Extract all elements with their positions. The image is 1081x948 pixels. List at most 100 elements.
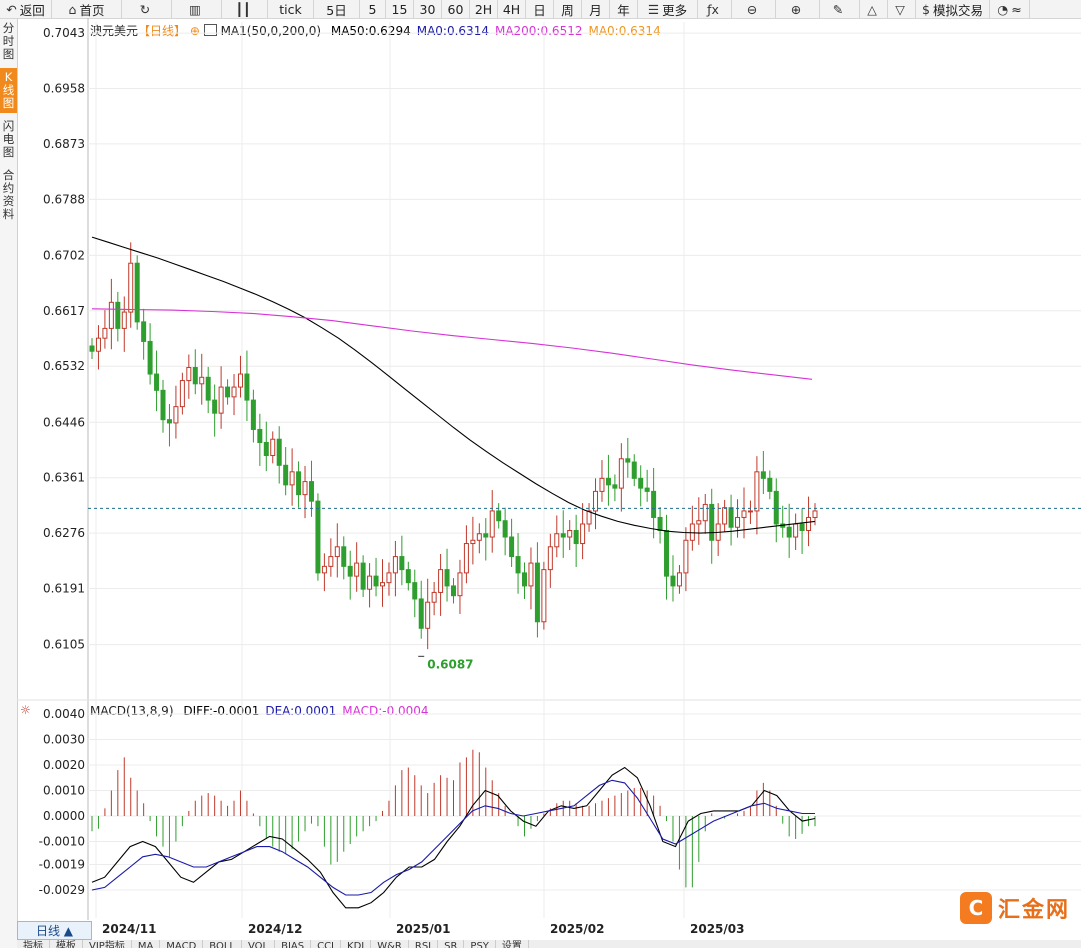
indicator-tab[interactable]: VIP指标	[83, 940, 132, 948]
sidebar-tab-3[interactable]: 合约资料	[2, 168, 15, 221]
candle-body	[483, 533, 489, 538]
y-tick-label: -0.0029	[39, 883, 85, 897]
candle-body	[670, 575, 676, 587]
macd-settings-icon[interactable]: ☼	[20, 703, 31, 717]
macd-label: MACD(13,8,9)	[90, 704, 174, 718]
candle-body	[463, 543, 469, 574]
candle-body	[95, 337, 101, 352]
toolbar-label: 更多	[662, 2, 688, 18]
sidebar-tab-1[interactable]: K线图	[0, 68, 17, 113]
period-button[interactable]: 日线 ▲	[17, 921, 92, 940]
candle-body	[760, 471, 766, 479]
toolbar-item-19[interactable]: ⊖	[732, 0, 776, 18]
candle-body	[302, 481, 308, 496]
toolbar-item-2[interactable]: ↻	[122, 0, 172, 18]
indicator-tab[interactable]: KDJ	[341, 940, 372, 948]
candle-body	[392, 556, 398, 574]
candle-body	[205, 376, 211, 401]
candle-body	[567, 530, 573, 538]
candle-body	[625, 458, 631, 463]
sidebar-tab-0[interactable]: 分时图	[2, 21, 15, 61]
candle-body	[696, 520, 702, 525]
toolbar-item-17[interactable]: ☰ 更多	[638, 0, 698, 18]
candle-body	[631, 461, 637, 479]
sidebar-tab-2[interactable]: 闪电图	[2, 119, 15, 159]
toolbar-item-16[interactable]: 年	[610, 0, 638, 18]
toolbar-item-9[interactable]: 30	[414, 0, 442, 18]
indicator-tab[interactable]: MA	[132, 940, 161, 948]
toolbar-item-25[interactable]: ◔ ≈	[990, 0, 1030, 18]
legend-value: DIFF:-0.0001	[183, 704, 260, 718]
candle-body	[412, 582, 418, 600]
candle-body	[289, 471, 295, 486]
y-tick-label: 0.0030	[43, 733, 85, 747]
candle-body	[321, 565, 327, 574]
candle-body	[793, 523, 799, 538]
y-tick-label: 0.6788	[43, 192, 85, 206]
indicator-tab[interactable]: 设置	[496, 940, 529, 948]
toolbar-label: 5	[368, 1, 377, 17]
main-legend: 澳元美元【日线】 ⊕ MA1(50,0,200,0) MA50:0.6294 MA…	[90, 22, 661, 39]
toolbar-item-10[interactable]: 60	[442, 0, 470, 18]
indicator-tab[interactable]: MACD	[160, 940, 204, 948]
candle-body	[102, 327, 108, 339]
legend-value: MA0:0.6314	[588, 24, 661, 38]
toolbar-label: 首页	[79, 2, 105, 18]
candle-body	[270, 438, 276, 457]
fx-icon: ƒx	[707, 1, 719, 17]
indicator-tab[interactable]: PSY	[464, 940, 496, 948]
candle-body	[218, 386, 224, 414]
toolbar-item-11[interactable]: 2H	[470, 0, 498, 18]
toolbar-item-3[interactable]: ▥	[172, 0, 222, 18]
toolbar-item-1[interactable]: ⌂ 首页	[52, 0, 122, 18]
toolbar-item-5[interactable]: tick	[268, 0, 314, 18]
toolbar-item-20[interactable]: ⊕	[776, 0, 820, 18]
indicator-tab[interactable]: CCI	[311, 940, 342, 948]
candle-body	[166, 419, 172, 424]
indicator-tab[interactable]: SR	[438, 940, 465, 948]
toolbar-item-22[interactable]: △	[860, 0, 888, 18]
toolbar-item-15[interactable]: 月	[582, 0, 610, 18]
candle-body	[747, 510, 753, 513]
candlestick-icon: ┃┃	[235, 1, 251, 17]
candle-body	[263, 441, 269, 457]
pen-icon: ✎	[832, 1, 844, 17]
toolbar-item-23[interactable]: ▽	[888, 0, 916, 18]
indicator-tab[interactable]: BOLL	[203, 940, 242, 948]
indicator-tab[interactable]: 指标	[17, 940, 50, 948]
toolbar-item-18[interactable]: ƒx	[698, 0, 732, 18]
toolbar-item-12[interactable]: 4H	[498, 0, 526, 18]
candle-body	[580, 523, 586, 545]
toolbar-item-4[interactable]: ┃┃	[222, 0, 268, 18]
indicator-tab[interactable]: W&R	[371, 940, 409, 948]
toolbar-item-13[interactable]: 日	[526, 0, 554, 18]
toolbar-item-7[interactable]: 5	[360, 0, 386, 18]
x-tick-label: 2025/03	[690, 922, 744, 936]
indicator-tab[interactable]: 模板	[50, 940, 83, 948]
toolbar-item-14[interactable]: 周	[554, 0, 582, 18]
toolbar-item-6[interactable]: 5日	[314, 0, 360, 18]
candle-body	[418, 598, 424, 629]
y-tick-label: 0.0010	[43, 784, 85, 798]
add-indicator-icon[interactable]: ⊕	[189, 24, 200, 38]
candle-body	[379, 582, 385, 587]
sidebar: 分时图 K线图闪电图合约资料	[0, 19, 18, 948]
toolbar-item-0[interactable]: ↶ 返回	[0, 0, 52, 18]
x-tick-label: 2025/02	[550, 922, 604, 936]
bar-chart-icon: ▥	[189, 1, 201, 17]
triangle-down-icon: ▽	[895, 1, 905, 17]
toolbar-item-24[interactable]: $ 模拟交易	[916, 0, 990, 18]
y-tick-label: -0.0019	[39, 857, 85, 871]
toolbar-label: 日	[533, 2, 546, 18]
candle-body	[509, 536, 515, 558]
ma-settings-icon[interactable]	[203, 24, 217, 36]
indicator-tab[interactable]: BIAS	[275, 940, 312, 948]
y-tick-label: 0.6873	[43, 137, 85, 151]
candle-body	[360, 562, 366, 590]
indicator-tab[interactable]: RSI	[409, 940, 439, 948]
toolbar-item-21[interactable]: ✎	[820, 0, 860, 18]
toolbar-item-8[interactable]: 15	[386, 0, 414, 18]
toolbar-label: 周	[561, 2, 574, 18]
indicator-tab[interactable]: VOL	[242, 940, 276, 948]
candle-body	[476, 533, 482, 541]
